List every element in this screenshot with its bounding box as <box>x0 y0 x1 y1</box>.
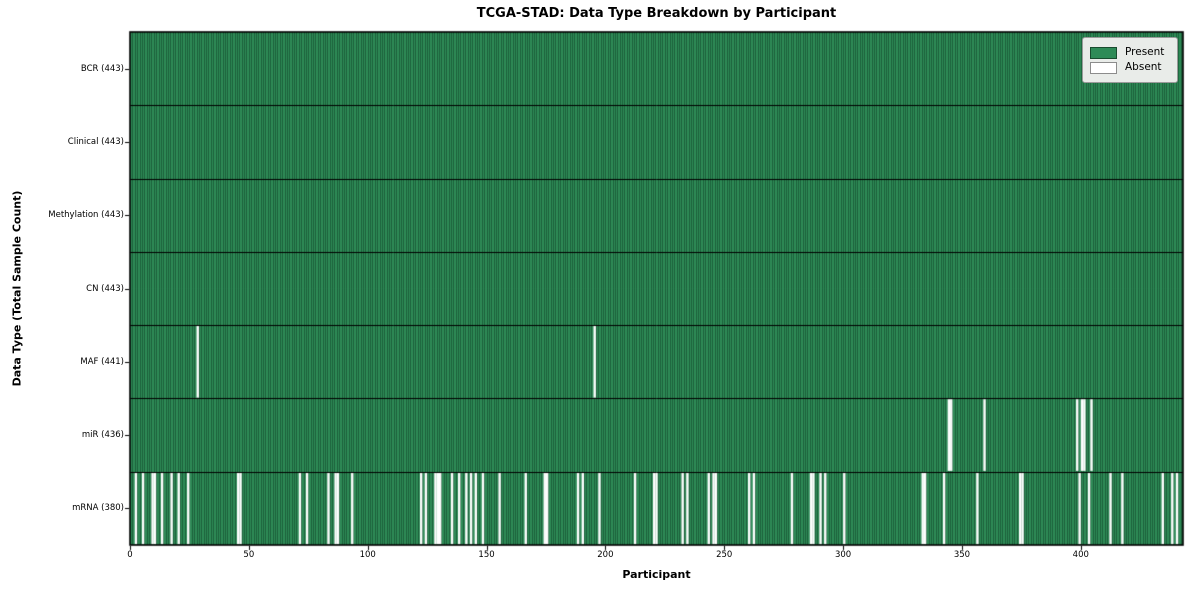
legend: Present Absent <box>1082 37 1178 83</box>
x-tick-label: 200 <box>597 550 614 560</box>
y-tick-label-MAF: MAF (441) <box>80 356 124 367</box>
y-tick-label-miR: miR (436) <box>81 430 124 441</box>
y-tick-label-Clinical: Clinical (443) <box>67 136 124 147</box>
legend-present-label: Present <box>1125 46 1165 58</box>
chart-title: TCGA-STAD: Data Type Breakdown by Partic… <box>476 6 837 21</box>
legend-entry-present: Present <box>1090 46 1169 59</box>
y-tick-label-Methylation: Methylation (443) <box>48 210 124 221</box>
y-tick-label-BCR: BCR (443) <box>80 63 124 74</box>
x-tick-label: 100 <box>359 550 376 560</box>
x-tick-label: 50 <box>243 550 255 560</box>
y-tick-label-mRNA: mRNA (380) <box>72 503 124 514</box>
x-tick-label: 300 <box>834 550 852 560</box>
x-tick-label: 250 <box>716 550 733 560</box>
legend-absent-label: Absent <box>1125 61 1162 73</box>
present-swatch-icon <box>1090 46 1117 59</box>
x-axis-title: Participant <box>622 568 691 581</box>
x-tick-label: 350 <box>953 550 971 560</box>
x-tick-label: 400 <box>1072 550 1089 560</box>
y-tick-label-CN: CN (443) <box>86 283 124 294</box>
x-tick-label: 150 <box>478 550 495 560</box>
absent-swatch-icon <box>1090 61 1117 74</box>
x-tick-label: 0 <box>127 550 133 560</box>
legend-entry-absent: Absent <box>1090 61 1169 74</box>
